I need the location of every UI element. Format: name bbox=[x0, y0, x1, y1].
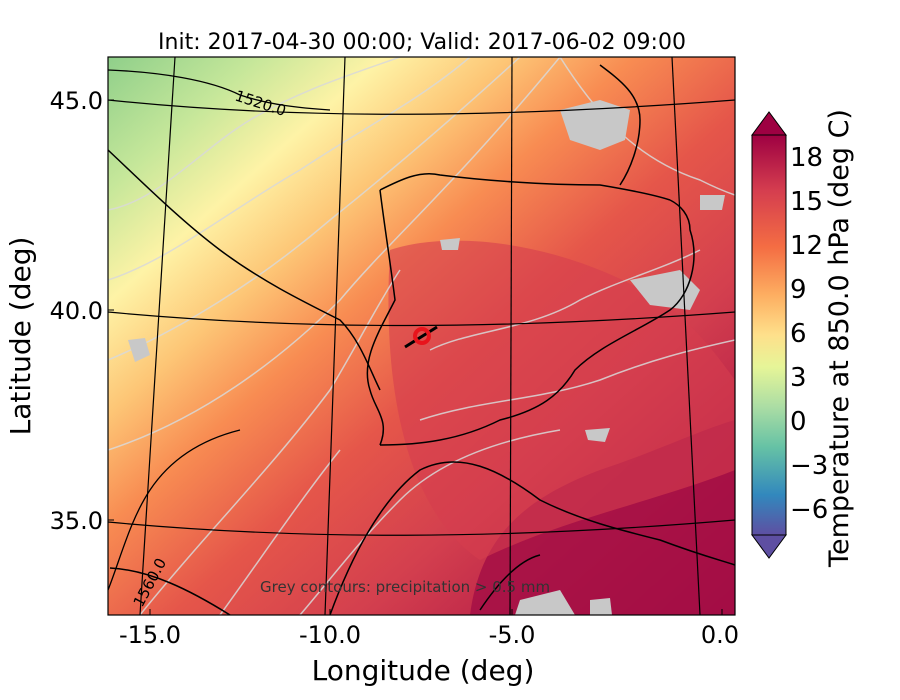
cb-tick-minus6: −6 bbox=[790, 495, 828, 525]
plot-title: Init: 2017-04-30 00:00; Valid: 2017-06-0… bbox=[158, 30, 686, 55]
graticule bbox=[108, 57, 735, 615]
temperature-contours bbox=[108, 57, 735, 615]
map-frame bbox=[107, 56, 736, 616]
colorbar-max-extend bbox=[751, 111, 787, 136]
x-tick-0: 0.0 bbox=[701, 621, 739, 649]
cb-tick-0: 0 bbox=[790, 407, 807, 437]
x-tick-minus15: -15.0 bbox=[119, 621, 181, 649]
y-axis: 45.0 40.0 35.0 bbox=[50, 87, 114, 535]
location-marker bbox=[404, 325, 438, 349]
colorbar-label: Temperature at 850.0 hPa (deg C) bbox=[824, 109, 855, 568]
warm-region-iberia bbox=[388, 240, 735, 560]
cb-tick-15: 15 bbox=[790, 187, 823, 217]
colorbar-ticks: 18 15 12 9 6 3 0 −3 −6 bbox=[790, 143, 828, 525]
y-axis-label: Latitude (deg) bbox=[4, 237, 37, 436]
precipitation-note: Grey contours: precipitation > 0.5 mm bbox=[260, 578, 550, 596]
coastlines bbox=[108, 64, 735, 615]
y-tick-45: 45.0 bbox=[50, 87, 103, 115]
cb-tick-9: 9 bbox=[790, 275, 807, 305]
colorbar-scale bbox=[751, 134, 787, 536]
x-axis-label: Longitude (deg) bbox=[312, 654, 535, 687]
geopotential-contours bbox=[108, 69, 331, 591]
x-tick-minus5: -5.0 bbox=[489, 621, 536, 649]
precipitation-patches bbox=[128, 100, 725, 615]
x-axis: -15.0 -10.0 -5.0 0.0 bbox=[119, 609, 739, 649]
cb-tick-3: 3 bbox=[790, 363, 807, 393]
cb-tick-18: 18 bbox=[790, 143, 823, 173]
map-panel: 1520.0 1560.0 Grey contours: precipitati… bbox=[108, 57, 735, 615]
cb-tick-6: 6 bbox=[790, 319, 807, 349]
cb-tick-minus3: −3 bbox=[790, 451, 828, 481]
y-tick-35: 35.0 bbox=[50, 507, 103, 535]
colorbar-min-extend bbox=[751, 534, 787, 559]
y-tick-40: 40.0 bbox=[50, 297, 103, 325]
colorbar: 18 15 12 9 6 3 0 −3 −6 Temperature at 85… bbox=[751, 109, 855, 568]
cb-tick-12: 12 bbox=[790, 231, 823, 261]
x-tick-minus10: -10.0 bbox=[299, 621, 361, 649]
